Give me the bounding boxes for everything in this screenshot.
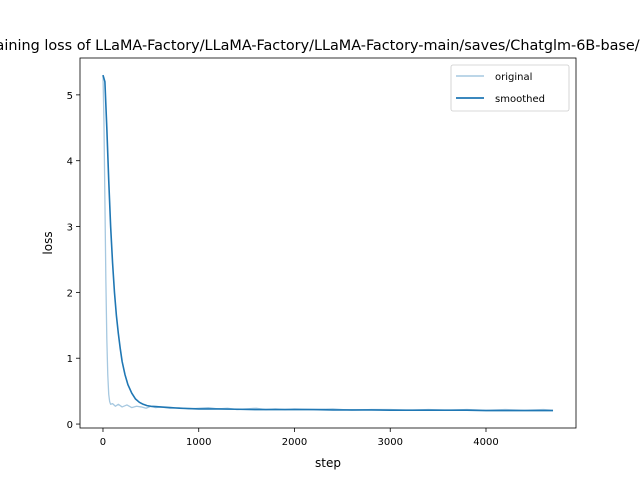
series-line-smoothed bbox=[102, 74, 554, 412]
plot-frame bbox=[79, 57, 577, 429]
x-tick-label: 2000 bbox=[282, 437, 307, 448]
chart-title: training loss of LLaMA-Factory/LLaMA-Fac… bbox=[0, 38, 640, 54]
x-tick-label: 3000 bbox=[378, 437, 403, 448]
x-axis-label: step bbox=[315, 456, 341, 470]
y-tick-label: 3 bbox=[67, 223, 73, 234]
y-tick-label: 2 bbox=[67, 288, 73, 299]
y-axis-label: loss bbox=[41, 231, 55, 254]
x-tick-label: 1000 bbox=[186, 437, 211, 448]
y-tick-label: 0 bbox=[67, 420, 73, 431]
x-tick-label: 4000 bbox=[473, 437, 498, 448]
legend-label-original: original bbox=[495, 72, 532, 83]
x-tick-label: 0 bbox=[100, 437, 106, 448]
legend: original smoothed bbox=[450, 64, 570, 112]
y-tick-label: 4 bbox=[67, 157, 73, 168]
plot-area bbox=[80, 58, 576, 428]
series-layer bbox=[102, 74, 554, 412]
y-tick-label: 1 bbox=[67, 354, 73, 365]
y-tick-label: 5 bbox=[67, 91, 73, 102]
legend-label-smoothed: smoothed bbox=[495, 94, 545, 105]
axes-layer: 0 1000 2000 3000 4000 0 1 2 3 4 5 bbox=[67, 91, 499, 448]
